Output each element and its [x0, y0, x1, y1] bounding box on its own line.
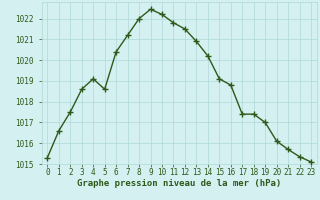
X-axis label: Graphe pression niveau de la mer (hPa): Graphe pression niveau de la mer (hPa) — [77, 179, 281, 188]
